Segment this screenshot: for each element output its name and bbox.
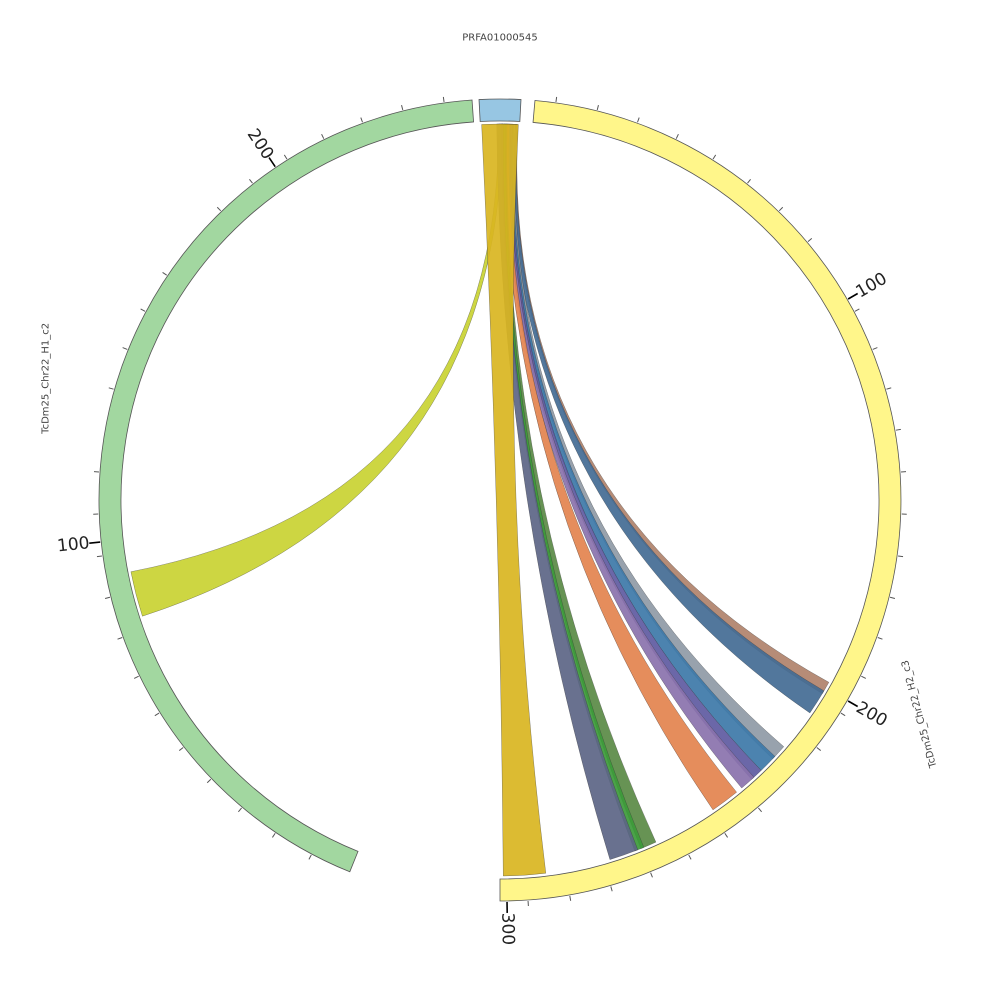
minor-tick [162, 271, 168, 276]
minor-tick [610, 886, 613, 892]
minor-tick [321, 133, 325, 139]
minor-tick [104, 596, 111, 599]
ideogram-prfa [478, 98, 522, 122]
major-tick [847, 292, 859, 300]
ribbon-h2-gold [481, 123, 547, 877]
minor-tick [117, 637, 123, 640]
minor-tick [840, 712, 846, 717]
major-tick [268, 157, 276, 168]
minor-tick [898, 555, 904, 558]
segment-label-prfa: PRFA01000545 [462, 33, 538, 44]
minor-tick [271, 832, 276, 838]
minor-tick [442, 96, 445, 102]
minor-tick [886, 387, 892, 390]
ribbon-h1 [130, 123, 503, 617]
minor-tick [238, 807, 242, 813]
minor-tick [816, 747, 822, 751]
ribbon-layer [130, 123, 830, 877]
minor-tick [596, 104, 599, 111]
major-tick [847, 700, 859, 708]
minor-tick [178, 747, 184, 751]
minor-tick [854, 308, 860, 312]
minor-tick [747, 178, 751, 184]
minor-tick [360, 117, 363, 123]
minor-tick [108, 387, 114, 390]
minor-tick [637, 117, 640, 123]
minor-tick [889, 596, 896, 599]
minor-tick [778, 206, 784, 212]
minor-tick [758, 807, 762, 813]
minor-tick [401, 104, 404, 111]
tick-label-h2-200: 200 [852, 698, 890, 732]
minor-tick [675, 133, 679, 139]
minor-tick [569, 895, 572, 901]
tick-label-h1-100: 100 [56, 533, 90, 556]
ideogram-h1 [98, 99, 474, 873]
minor-tick [688, 854, 692, 860]
major-tick [89, 541, 101, 544]
ideogram-h2 [499, 100, 902, 902]
minor-tick [140, 308, 146, 312]
minor-tick [861, 675, 867, 679]
ribbon-h2-indigo [506, 123, 762, 780]
minor-tick [249, 178, 253, 184]
minor-tick [154, 712, 160, 717]
minor-tick [724, 832, 729, 838]
tick-layer [89, 96, 907, 913]
tick-label-h2-100: 100 [852, 269, 890, 303]
tick-label-h2-300: 300 [497, 913, 518, 946]
minor-tick [308, 854, 312, 860]
minor-tick [555, 96, 558, 102]
tick-label-h1-200: 200 [243, 125, 278, 163]
minor-tick [216, 206, 222, 212]
minor-tick [895, 428, 901, 431]
segment-label-h2: TcDm25_Chr22_H2_c3 [900, 659, 940, 770]
ideogram-layer [98, 98, 902, 902]
minor-tick [650, 872, 653, 878]
minor-tick [133, 675, 139, 679]
minor-tick [712, 154, 717, 160]
minor-tick [807, 238, 813, 242]
minor-tick [96, 555, 102, 558]
minor-tick [206, 778, 212, 784]
minor-tick [122, 347, 128, 350]
ribbon-h2-darkblue [511, 123, 825, 714]
segment-label-h1: TcDm25_Chr22_H1_c2 [41, 323, 52, 435]
minor-tick [283, 154, 288, 160]
minor-tick [872, 347, 878, 350]
minor-tick [877, 637, 883, 640]
